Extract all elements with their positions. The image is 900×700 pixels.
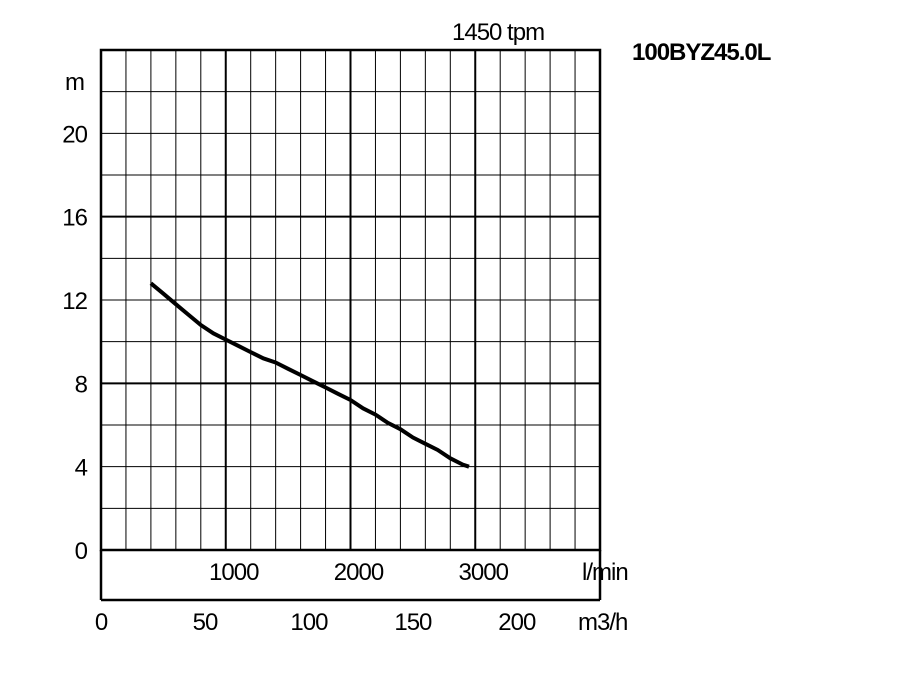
plot-frames <box>99 48 602 602</box>
major-grid <box>101 50 600 550</box>
tick-labels: 0 4 8 12 16 20 1000 2000 3000 0 50 100 150 200 <box>62 121 537 636</box>
x-tick-label-m3h: 200 <box>498 609 536 636</box>
x-tick-label-lmin: 2000 <box>334 559 384 586</box>
y-tick-label: 20 <box>62 121 87 148</box>
x-tick-label-m3h: 100 <box>290 609 328 636</box>
axis-labels: 1450 tpm 100BYZ45.0L m l/min m3/h <box>65 19 772 636</box>
chart-title: 100BYZ45.0L <box>632 39 771 66</box>
y-tick-label: 12 <box>62 288 87 315</box>
y-tick-label: 4 <box>75 455 88 482</box>
y-tick-label: 0 <box>75 538 88 565</box>
x-tick-label-lmin: 3000 <box>459 559 509 586</box>
curve-layer <box>149 281 470 469</box>
x-tick-label-lmin: 1000 <box>209 559 259 586</box>
y-axis-unit: m <box>65 69 84 96</box>
x-tick-label-m3h: 50 <box>193 609 218 636</box>
x-tick-label-m3h: 0 <box>95 609 108 636</box>
x-axis-unit-m3h: m3/h <box>578 609 627 636</box>
x-tick-label-m3h: 150 <box>394 609 432 636</box>
chart-subtitle: 1450 tpm <box>452 19 544 46</box>
head-flow-curve <box>149 281 470 469</box>
y-tick-label: 8 <box>75 371 88 398</box>
plot-frame <box>99 48 602 552</box>
y-tick-label: 16 <box>62 205 87 232</box>
x-axis-unit-lmin: l/min <box>582 559 628 586</box>
